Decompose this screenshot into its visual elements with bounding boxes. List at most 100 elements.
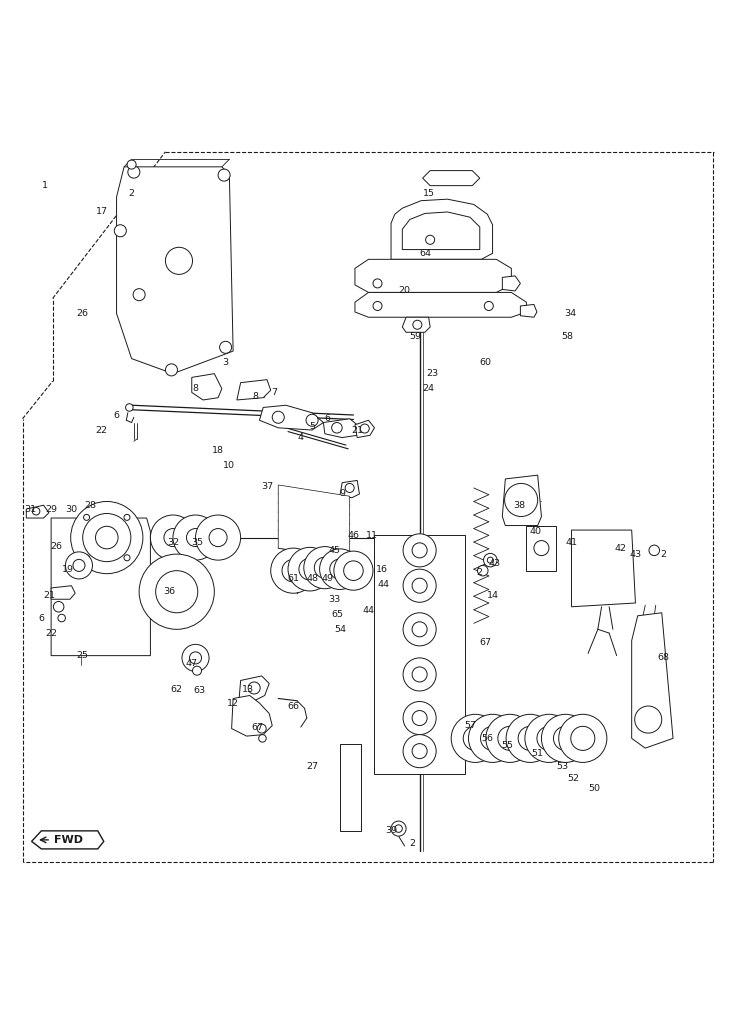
Circle shape — [306, 414, 318, 427]
Text: 3: 3 — [223, 358, 229, 366]
Text: 40: 40 — [529, 527, 541, 536]
Circle shape — [53, 602, 64, 612]
Text: 19: 19 — [62, 565, 74, 574]
Text: 65: 65 — [331, 610, 343, 619]
Circle shape — [403, 613, 436, 645]
Text: 52: 52 — [567, 774, 579, 783]
Text: 25: 25 — [77, 652, 89, 660]
Text: 56: 56 — [481, 734, 493, 743]
Circle shape — [345, 484, 354, 493]
Polygon shape — [26, 505, 49, 518]
Text: 17: 17 — [96, 208, 108, 217]
Circle shape — [403, 735, 436, 768]
Polygon shape — [355, 292, 526, 318]
Text: 47: 47 — [186, 659, 198, 668]
Circle shape — [403, 658, 436, 691]
Circle shape — [83, 514, 89, 520]
Circle shape — [541, 715, 590, 762]
Text: 50: 50 — [588, 784, 600, 793]
Polygon shape — [526, 525, 556, 571]
Circle shape — [360, 425, 369, 433]
Text: 2: 2 — [409, 839, 415, 848]
Circle shape — [83, 555, 89, 561]
Text: 11: 11 — [366, 530, 378, 540]
Text: 22: 22 — [96, 426, 108, 435]
Polygon shape — [232, 695, 272, 736]
Polygon shape — [402, 318, 430, 332]
Circle shape — [334, 551, 373, 590]
Polygon shape — [51, 518, 150, 656]
Text: 57: 57 — [464, 721, 476, 730]
Circle shape — [412, 578, 427, 593]
Text: 24: 24 — [423, 384, 435, 393]
Text: 68: 68 — [657, 654, 669, 663]
Text: 18: 18 — [212, 446, 224, 455]
Circle shape — [373, 279, 382, 288]
Text: 36: 36 — [163, 587, 175, 597]
Text: 6: 6 — [38, 614, 44, 623]
Text: 32: 32 — [167, 539, 179, 548]
Circle shape — [71, 502, 143, 574]
Circle shape — [190, 652, 202, 664]
Polygon shape — [632, 613, 673, 748]
Circle shape — [133, 289, 145, 300]
Circle shape — [73, 559, 85, 571]
Text: 61: 61 — [287, 574, 299, 582]
Polygon shape — [502, 276, 520, 291]
Circle shape — [299, 558, 320, 580]
Circle shape — [505, 484, 538, 516]
Circle shape — [403, 533, 436, 567]
Circle shape — [373, 301, 382, 310]
Polygon shape — [259, 405, 323, 430]
Text: 44: 44 — [378, 579, 390, 588]
Polygon shape — [32, 831, 104, 849]
Text: 33: 33 — [329, 595, 341, 604]
Circle shape — [649, 545, 660, 556]
Text: 28: 28 — [84, 501, 96, 510]
Circle shape — [412, 622, 427, 637]
Circle shape — [571, 726, 595, 750]
Polygon shape — [323, 418, 361, 438]
Text: 55: 55 — [502, 741, 514, 750]
Text: 1: 1 — [42, 181, 48, 190]
Text: 5: 5 — [309, 421, 315, 431]
Polygon shape — [402, 212, 480, 249]
Text: 30: 30 — [65, 505, 77, 513]
Text: 63: 63 — [193, 686, 205, 695]
Text: 42: 42 — [614, 544, 626, 553]
Circle shape — [65, 552, 92, 579]
Circle shape — [481, 726, 505, 750]
Text: 21: 21 — [351, 426, 363, 435]
Circle shape — [412, 667, 427, 682]
Text: 2: 2 — [129, 188, 135, 197]
Polygon shape — [117, 167, 233, 374]
Circle shape — [463, 726, 487, 750]
Text: 67: 67 — [479, 638, 491, 647]
Polygon shape — [340, 743, 361, 831]
Circle shape — [518, 726, 542, 750]
Circle shape — [403, 569, 436, 603]
Text: 4: 4 — [298, 433, 304, 442]
Polygon shape — [423, 171, 480, 185]
Text: 20: 20 — [399, 286, 411, 295]
Text: 9: 9 — [339, 490, 345, 499]
Circle shape — [635, 706, 662, 733]
Text: 16: 16 — [376, 565, 388, 574]
Text: 23: 23 — [426, 370, 438, 378]
Circle shape — [451, 715, 499, 762]
Circle shape — [248, 682, 260, 694]
Circle shape — [329, 559, 350, 579]
Text: FWD: FWD — [54, 835, 83, 845]
Text: 43: 43 — [489, 559, 501, 568]
Text: 14: 14 — [487, 591, 499, 600]
Text: 21: 21 — [43, 591, 55, 600]
Circle shape — [156, 571, 198, 613]
Circle shape — [127, 160, 136, 169]
Circle shape — [468, 715, 517, 762]
Circle shape — [186, 528, 205, 547]
Text: 37: 37 — [261, 482, 273, 491]
Circle shape — [525, 715, 573, 762]
Polygon shape — [355, 420, 374, 438]
Circle shape — [196, 515, 241, 560]
Circle shape — [209, 528, 227, 547]
